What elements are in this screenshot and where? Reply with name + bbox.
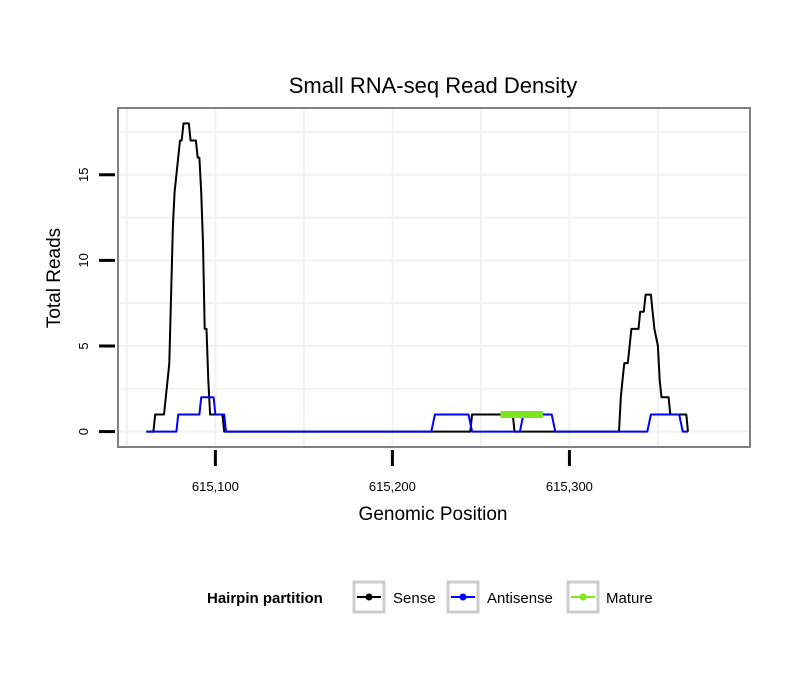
- legend-label-sense: Sense: [393, 590, 436, 607]
- y-axis: 0 5 10 15: [76, 168, 115, 435]
- y-axis-title: Total Reads: [44, 228, 65, 328]
- y-tick-label: 10: [76, 253, 91, 267]
- y-tick-label: 5: [76, 342, 91, 349]
- legend-key-mature-dot: [579, 593, 587, 601]
- legend-label-antisense: Antisense: [487, 590, 553, 607]
- y-tick-label: 0: [76, 428, 91, 435]
- legend-title: Hairpin partition: [207, 590, 323, 607]
- grid-lines: [119, 109, 749, 446]
- legend-key-sense-dot: [365, 593, 373, 601]
- x-axis: 615,100 615,200 615,300: [192, 450, 593, 494]
- plot-panel: [117, 107, 751, 448]
- legend: Hairpin partition Sense Antisense Mature: [207, 580, 653, 614]
- legend-key-antisense-dot: [459, 593, 467, 601]
- series-line-sense: [146, 122, 689, 433]
- y-tick-label: 15: [76, 168, 91, 182]
- x-tick-label: 615,300: [546, 479, 593, 494]
- series-lines: [146, 122, 689, 433]
- legend-item-mature: Mature: [566, 580, 653, 614]
- chart-title: Small RNA-seq Read Density: [289, 73, 578, 98]
- x-axis-title: Genomic Position: [359, 504, 508, 525]
- legend-item-sense: Sense: [352, 580, 436, 614]
- x-tick-label: 615,100: [192, 479, 239, 494]
- legend-item-antisense: Antisense: [446, 580, 553, 614]
- legend-label-mature: Mature: [606, 590, 653, 607]
- series-line-antisense: [146, 396, 688, 433]
- x-tick-label: 615,200: [369, 479, 416, 494]
